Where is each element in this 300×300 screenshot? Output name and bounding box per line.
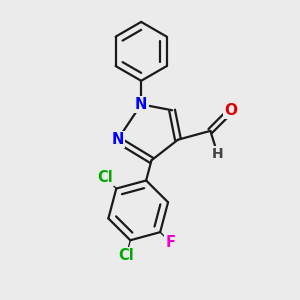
Text: N: N [111,132,124,147]
Text: Cl: Cl [97,169,113,184]
Text: N: N [135,97,147,112]
Text: H: H [212,147,224,161]
Text: Cl: Cl [118,248,134,263]
Text: F: F [166,235,176,250]
Text: O: O [224,103,238,118]
